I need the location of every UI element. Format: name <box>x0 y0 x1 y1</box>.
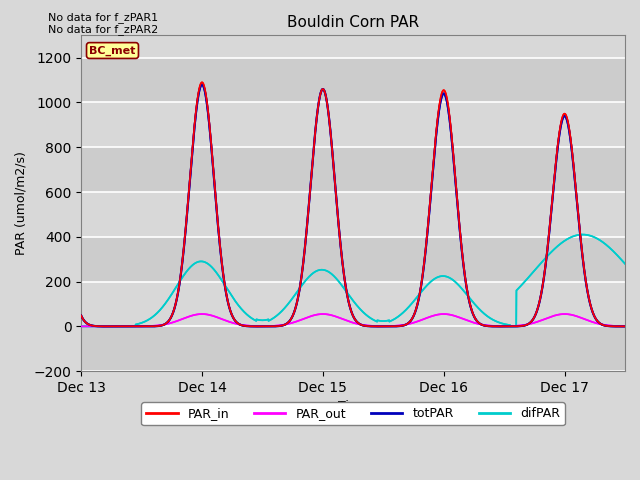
Bar <box>81 326 625 371</box>
Bar <box>81 192 625 237</box>
Text: No data for f_zPAR2: No data for f_zPAR2 <box>48 24 158 35</box>
Bar <box>81 237 625 282</box>
Bar <box>81 282 625 326</box>
Legend: PAR_in, PAR_out, totPAR, difPAR: PAR_in, PAR_out, totPAR, difPAR <box>141 402 565 425</box>
Text: BC_met: BC_met <box>90 46 136 56</box>
Bar <box>81 103 625 147</box>
Bar <box>81 36 625 58</box>
Y-axis label: PAR (umol/m2/s): PAR (umol/m2/s) <box>15 151 28 255</box>
X-axis label: Time: Time <box>338 400 369 413</box>
Bar <box>81 147 625 192</box>
Text: No data for f_zPAR1: No data for f_zPAR1 <box>48 12 158 23</box>
Title: Bouldin Corn PAR: Bouldin Corn PAR <box>287 15 419 30</box>
Bar <box>81 58 625 103</box>
